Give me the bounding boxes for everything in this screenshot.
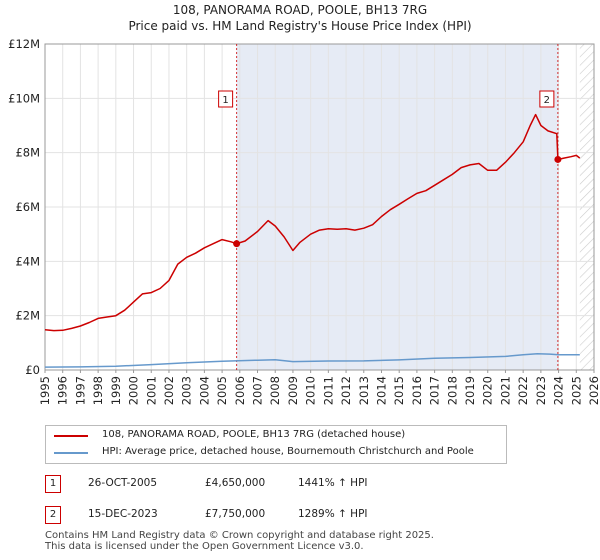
x-tick-label: 2013	[357, 376, 371, 405]
x-tick-label: 1997	[73, 376, 87, 405]
x-tick-label: 2005	[215, 376, 229, 405]
y-tick-label: £10M	[8, 91, 40, 105]
x-tick-label: 2009	[286, 376, 300, 405]
chart-subtitle: Price paid vs. HM Land Registry's House …	[128, 19, 472, 33]
chart-sale-badge	[539, 90, 555, 108]
x-tick-label: 2008	[268, 376, 282, 405]
x-tick-label: 2012	[339, 376, 353, 405]
x-tick-label: 2000	[127, 376, 141, 405]
x-tick-label: 2022	[516, 376, 530, 405]
x-tick-label: 1995	[38, 376, 52, 405]
legend-swatch-hpi	[54, 452, 88, 454]
sale-point	[554, 155, 562, 163]
x-tick-label: 2020	[481, 376, 495, 405]
x-tick-label: 1996	[56, 376, 70, 405]
sale-badge: 1	[45, 475, 61, 493]
x-tick-label: 2004	[197, 376, 211, 405]
sale-price: £7,750,000	[205, 508, 266, 520]
legend-swatch-property	[54, 435, 88, 437]
footer-line: This data is licensed under the Open Gov…	[45, 541, 364, 552]
y-tick-label: £0	[25, 363, 40, 377]
x-tick-label: 2010	[304, 376, 318, 405]
x-tick-label: 2007	[251, 376, 265, 405]
x-tick-label: 2016	[410, 376, 424, 405]
x-tick-label: 2001	[144, 376, 158, 405]
x-tick-label: 2018	[445, 376, 459, 405]
footer-line: Contains HM Land Registry data © Crown c…	[45, 530, 434, 541]
x-tick-label: 2025	[569, 376, 583, 405]
sale-date: 15-DEC-2023	[88, 508, 158, 520]
x-tick-label: 2002	[162, 376, 176, 405]
sale-point	[233, 240, 241, 248]
y-tick-label: £8M	[15, 146, 40, 160]
x-tick-label: 2017	[428, 376, 442, 405]
y-tick-label: £2M	[15, 309, 40, 323]
sale-price: £4,650,000	[205, 477, 266, 489]
legend: 108, PANORAMA ROAD, POOLE, BH13 7RG (det…	[45, 425, 507, 464]
x-tick-label: 2026	[587, 376, 600, 405]
plot-frame	[44, 43, 595, 371]
sale-date: 26-OCT-2005	[88, 477, 157, 489]
sale-hpi-change: 1289% ↑ HPI	[298, 508, 368, 520]
legend-label-property: 108, PANORAMA ROAD, POOLE, BH13 7RG (det…	[102, 429, 406, 440]
chart-sale-badge-label: 1	[222, 95, 228, 106]
x-tick-label: 2003	[180, 376, 194, 405]
x-tick-label: 2006	[233, 376, 247, 405]
x-tick-label: 2015	[392, 376, 406, 405]
x-tick-label: 2019	[463, 376, 477, 405]
chart-sale-badge	[218, 90, 234, 108]
x-tick-label: 2023	[534, 376, 548, 405]
hpi-line	[44, 352, 580, 368]
chart-sale-badge-label: 2	[544, 95, 550, 106]
x-tick-label: 1998	[91, 376, 105, 405]
chart-title: 108, PANORAMA ROAD, POOLE, BH13 7RG	[172, 3, 428, 17]
x-tick-label: 2011	[321, 376, 335, 405]
x-tick-label: 1999	[109, 376, 123, 405]
sale-badge: 2	[45, 506, 61, 524]
property-price-line	[44, 113, 581, 332]
y-tick-label: £6M	[15, 200, 40, 214]
y-tick-label: £12M	[8, 37, 40, 51]
x-tick-label: 2021	[498, 376, 512, 405]
x-tick-label: 2024	[552, 376, 566, 405]
price-chart: £0 £2M £4M £6M £8M £10M £12M 1995 1996 1997 1998 19…	[8, 37, 600, 405]
sale-hpi-change: 1441% ↑ HPI	[298, 477, 368, 489]
x-tick-label: 2014	[374, 376, 388, 405]
y-tick-label: £4M	[15, 254, 40, 268]
legend-label-hpi: HPI: Average price, detached house, Bour…	[102, 446, 474, 457]
footer: Contains HM Land Registry data © Crown c…	[45, 530, 434, 552]
